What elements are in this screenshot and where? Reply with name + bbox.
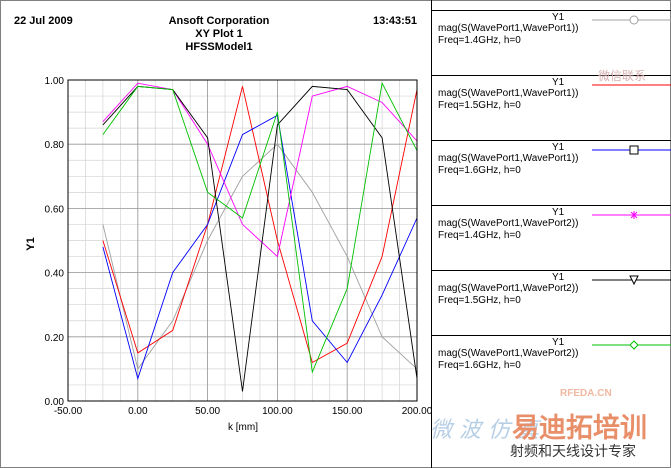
series-line-1	[102, 143, 418, 370]
watermark-brand: 易迪拓培训	[512, 413, 647, 443]
header-date: 22 Jul 2009	[14, 15, 73, 27]
plot-area-border	[67, 79, 418, 402]
square-icon	[592, 145, 671, 155]
legend-entry: Y1 mag(S(WavePort1,WavePort1)) Freq=1.6GHz…	[432, 140, 671, 205]
watermark-slogan: 射频和天线设计专家	[510, 443, 636, 459]
legend-expression: mag(S(WavePort1,WavePort1))	[438, 23, 579, 34]
legend-expression: mag(S(WavePort1,WavePort1))	[438, 88, 579, 99]
x-tick-label: 200.00	[402, 406, 433, 417]
legend-entry: Y1 mag(S(WavePort1,WavePort1)) Freq=1.5GHz…	[432, 75, 671, 140]
series-line-2	[102, 86, 418, 364]
y-tick-label: 0.20	[45, 333, 65, 344]
y-tick-label: 0.40	[45, 269, 65, 280]
series-layer	[102, 81, 418, 392]
header-model: HFSSModel1	[185, 41, 253, 53]
legend-condition: Freq=1.5GHz, h=0	[438, 100, 521, 111]
legend-condition: Freq=1.6GHz, h=0	[438, 165, 521, 176]
legend-marker	[629, 340, 639, 350]
asterisk-icon	[592, 211, 671, 219]
legend-divider	[432, 335, 671, 336]
circle-icon	[592, 15, 671, 25]
legend-condition: Freq=1.4GHz, h=0	[438, 230, 521, 241]
legend-expression: mag(S(WavePort1,WavePort2))	[438, 348, 579, 359]
header-company: Ansoft Corporation	[168, 15, 270, 27]
legend-divider	[432, 10, 671, 11]
x-tick-label: 150.00	[332, 406, 363, 417]
legend-condition: Freq=1.4GHz, h=0	[438, 35, 521, 46]
y-tick-label: 1.00	[45, 76, 65, 87]
legend-marker	[629, 275, 639, 286]
legend-divider	[432, 140, 671, 141]
legend-title: Y1	[552, 337, 565, 348]
x-tick-label: 100.00	[262, 406, 293, 417]
y-tick-label: 0.80	[45, 140, 65, 151]
watermark-weibo: 微 波 仿 真	[430, 418, 539, 443]
legend-expression: mag(S(WavePort1,WavePort1))	[438, 153, 579, 164]
y-tick-label: 0.00	[45, 397, 65, 408]
series-line-4	[102, 82, 418, 258]
legend-entry: Y1 mag(S(WavePort1,WavePort2)) Freq=1.4GHz…	[432, 205, 671, 270]
x-tick-label: 0.00	[128, 406, 148, 417]
legend-condition: Freq=1.6GHz, h=0	[438, 360, 521, 371]
legend-expression: mag(S(WavePort1,WavePort2))	[438, 283, 579, 294]
watermark-rfeda: RFEDA.CN	[560, 388, 612, 399]
series-line-6	[102, 81, 418, 374]
legend-title: Y1	[552, 272, 565, 283]
x-axis-label: k [mm]	[228, 422, 258, 433]
legend-divider	[432, 75, 671, 76]
legend-panel: Y1 mag(S(WavePort1,WavePort1)) Freq=1.4GHz…	[431, 0, 671, 468]
legend-expression: mag(S(WavePort1,WavePort2))	[438, 218, 579, 229]
header-plot-name: XY Plot 1	[195, 28, 243, 40]
legend-condition: Freq=1.5GHz, h=0	[438, 295, 521, 306]
watermark-wechat: 微信联系	[598, 69, 647, 83]
legend-divider	[432, 205, 671, 206]
legend-title: Y1	[552, 77, 565, 88]
legend-entry: Y1 mag(S(WavePort1,WavePort1)) Freq=1.4GHz…	[432, 10, 671, 75]
x-tick-label: -50.00	[54, 406, 83, 417]
legend-entry: Y1 mag(S(WavePort1,WavePort2)) Freq=1.5GHz…	[432, 270, 671, 335]
triangle-down-icon	[592, 275, 671, 286]
axes: -50.00 0.00 50.00 100.00 150.00 200.000.000.2…	[45, 76, 433, 417]
y-tick-label: 0.60	[45, 204, 65, 215]
diamond-icon	[592, 340, 671, 350]
x-tick-label: 50.00	[195, 406, 220, 417]
line-icon	[592, 84, 671, 86]
grid	[67, 79, 418, 402]
legend-title: Y1	[552, 142, 565, 153]
legend-marker	[629, 15, 639, 25]
y-axis-label: Y1	[25, 237, 37, 250]
legend-title: Y1	[552, 12, 565, 23]
legend-entry: Y1 mag(S(WavePort1,WavePort2)) Freq=1.6GHz…	[432, 335, 671, 400]
series-line-3	[102, 114, 418, 381]
header-time: 13:43:51	[373, 15, 418, 27]
legend-marker	[630, 211, 638, 219]
legend-divider	[432, 270, 671, 271]
legend-marker	[629, 145, 639, 155]
legend-title: Y1	[552, 207, 565, 218]
